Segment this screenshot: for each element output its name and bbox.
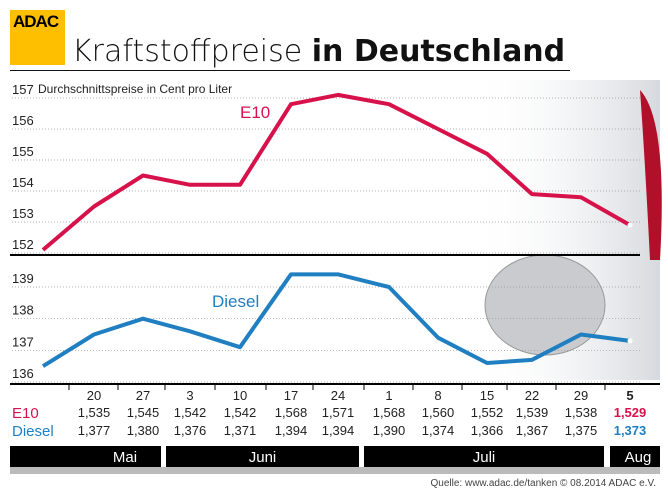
x-tick-label: 17 (284, 388, 298, 403)
month-label: Mai (113, 449, 137, 466)
month-label: Juni (249, 449, 277, 466)
series-label-e10: E10 (240, 103, 270, 122)
fuel-cap-icon (484, 254, 606, 356)
row-label-e10: E10 (12, 405, 39, 422)
diesel-price-cell: 1,394 (322, 423, 355, 438)
x-tick-label: 1 (385, 388, 392, 403)
month-bar-shadow (10, 467, 660, 474)
row-label-diesel: Diesel (12, 423, 54, 440)
x-tick-label: 3 (186, 388, 193, 403)
y-tick-label: 157 (12, 82, 34, 97)
y-tick-label: 139 (12, 271, 34, 286)
y-tick-label: 136 (12, 366, 34, 381)
month-label: Aug (625, 449, 652, 466)
month-bar (610, 446, 660, 467)
e10-price-cell: 1,571 (322, 405, 355, 420)
y-tick-label: 154 (12, 175, 34, 190)
e10-price-cell: 1,542 (224, 405, 257, 420)
adac-logo: ADAC (10, 10, 65, 65)
title-light: Kraftstoffpreise (72, 34, 303, 69)
diesel-price-cell: 1,394 (275, 423, 308, 438)
e10-price-cell: 1,552 (471, 405, 504, 420)
page-title: Kraftstoffpreise in Deutschland (72, 34, 565, 69)
source-note: Quelle: www.adac.de/tanken © 08.2014 ADA… (430, 478, 656, 489)
data-point (627, 338, 633, 344)
e10-price-cell: 1,542 (174, 405, 207, 420)
x-tick-label: 22 (525, 388, 539, 403)
diesel-price-cell: 1,375 (565, 423, 598, 438)
title-bold: in Deutschland (311, 34, 566, 69)
e10-price-cell: 1,538 (565, 405, 598, 420)
diesel-price-cell: 1,376 (174, 423, 207, 438)
y-tick-label: 137 (12, 334, 34, 349)
month-bar (364, 446, 604, 467)
e10-price-cell: 1,535 (78, 405, 111, 420)
diesel-price-cell: 1,390 (373, 423, 406, 438)
chart-subtitle: Durchschnittspreise in Cent pro Liter (38, 82, 232, 96)
diesel-price-cell: 1,374 (422, 423, 455, 438)
month-bar (10, 446, 161, 467)
diesel-price-cell: 1,371 (224, 423, 257, 438)
data-point (627, 222, 633, 228)
diesel-price-cell: 1,367 (516, 423, 549, 438)
x-tick-label: 15 (480, 388, 494, 403)
e10-price-cell: 1,568 (275, 405, 308, 420)
car-taillight (640, 90, 662, 260)
e10-price-cell: 1,568 (373, 405, 406, 420)
x-tick-label: 20 (87, 388, 101, 403)
diesel-price-cell: 1,380 (127, 423, 160, 438)
x-tick-label: 5 (626, 388, 633, 403)
series-label-diesel: Diesel (212, 292, 259, 311)
y-tick-label: 155 (12, 144, 34, 159)
e10-price-cell: 1,560 (422, 405, 455, 420)
e10-price-cell: 1,545 (127, 405, 160, 420)
diesel-price-cell: 1,373 (614, 423, 647, 438)
month-bar (166, 446, 359, 467)
e10-price-cell: 1,539 (516, 405, 549, 420)
title-rule (10, 70, 570, 71)
x-tick-label: 8 (434, 388, 441, 403)
y-tick-label: 138 (12, 303, 34, 318)
x-tick-label: 24 (331, 388, 345, 403)
e10-price-cell: 1,529 (614, 405, 647, 420)
y-tick-label: 153 (12, 206, 34, 221)
diesel-price-cell: 1,366 (471, 423, 504, 438)
x-tick-label: 29 (574, 388, 588, 403)
diesel-price-cell: 1,377 (78, 423, 111, 438)
x-tick-label: 27 (136, 388, 150, 403)
y-tick-label: 156 (12, 113, 34, 128)
x-tick-label: 10 (233, 388, 247, 403)
month-label: Juli (473, 449, 496, 466)
y-tick-label: 152 (12, 237, 34, 252)
